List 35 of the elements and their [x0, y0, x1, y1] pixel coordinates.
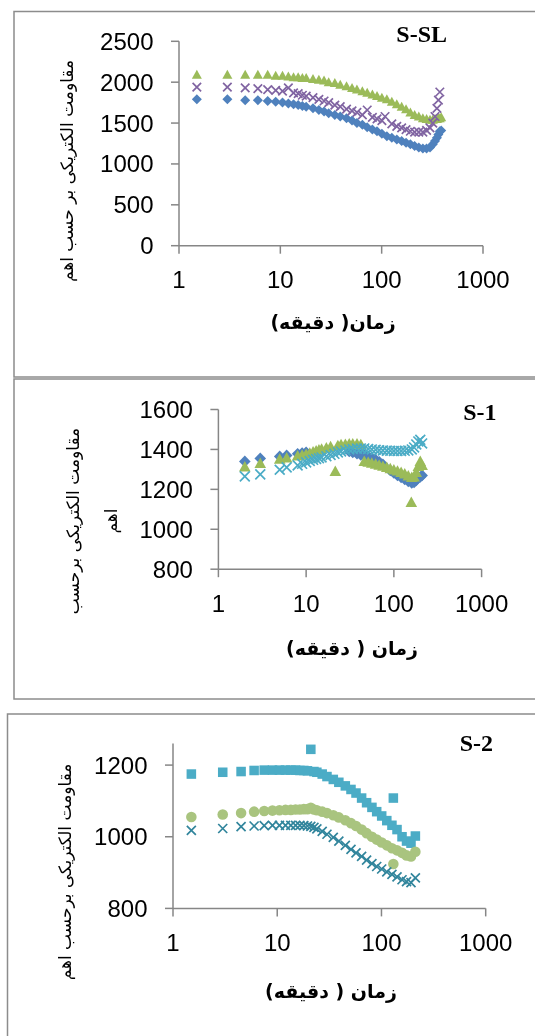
x-tick-label: 1000	[459, 928, 513, 956]
x-tick-label: 1	[166, 928, 180, 956]
x-axis-title: زمان( دقیقه)	[270, 311, 396, 334]
x-axis-title: زمان ( دقیقه)	[286, 637, 418, 660]
y-axis-title: مقاومت الکتریکی بر حسب اهم	[56, 59, 78, 283]
y-tick-label: 1200	[139, 475, 193, 503]
x-tick-label: 10	[292, 589, 320, 617]
x-tick-label: 10	[266, 266, 294, 294]
x-tick-label: 100	[373, 589, 414, 617]
x-tick-label: 1	[211, 589, 226, 617]
chart-title: S-SL	[396, 20, 447, 47]
y-tick-label: 1000	[94, 823, 148, 851]
y-tick-label: 2500	[100, 27, 154, 55]
y-tick-label: 0	[140, 232, 154, 260]
chart-title: S-2	[459, 730, 493, 756]
y-tick-label: 1000	[139, 515, 193, 543]
y-tick-label: 500	[113, 191, 154, 219]
y-axis-title: مقاومت الکتریکی برحسب اهم	[55, 763, 76, 981]
x-axis-title: زمان ( دقیقه)	[265, 980, 397, 1003]
x-tick-label: 1000	[456, 266, 510, 294]
x-tick-label: 1	[172, 266, 186, 294]
y-tick-label: 800	[107, 894, 148, 922]
y-axis-title: مقاومت الکتریکی برحسب اهم	[63, 427, 122, 615]
y-tick-label: 1400	[139, 435, 193, 463]
y-tick-label: 800	[152, 555, 193, 583]
x-tick-label: 1000	[454, 589, 509, 617]
y-tick-label: 1600	[139, 396, 193, 423]
x-tick-label: 100	[361, 928, 402, 956]
chart-title: S-1	[463, 399, 497, 426]
x-tick-label: 100	[361, 266, 402, 294]
y-tick-label: 1500	[100, 109, 154, 137]
y-tick-label: 1000	[100, 150, 154, 178]
x-tick-label: 10	[263, 928, 291, 956]
y-tick-label: 2000	[100, 68, 154, 96]
y-tick-label: 1200	[94, 751, 148, 779]
